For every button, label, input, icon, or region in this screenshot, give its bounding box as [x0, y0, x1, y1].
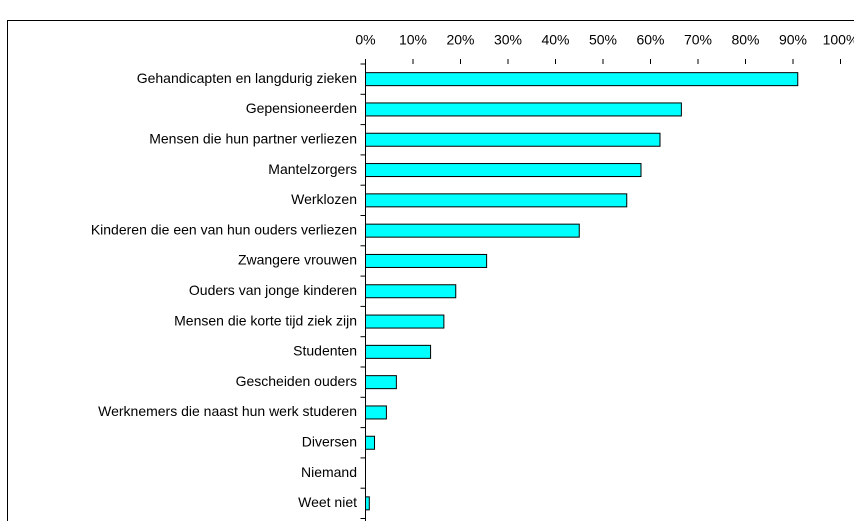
x-tick-label: 10% [399, 32, 427, 48]
y-tick-label: Gehandicapten en langdurig zieken [137, 70, 357, 86]
bar [365, 344, 432, 359]
bar [365, 253, 488, 268]
x-tick-label: 20% [446, 32, 474, 48]
y-tick-label: Studenten [293, 343, 357, 359]
y-tick-label: Ouders van jonge kinderen [189, 282, 357, 298]
y-tick-label: Mensen die hun partner verliezen [149, 130, 357, 146]
x-tick-label: 0% [355, 32, 375, 48]
x-tick-label: 60% [636, 32, 664, 48]
y-tick-label: Kinderen die een van hun ouders verlieze… [91, 221, 357, 237]
x-tick-label: 50% [589, 32, 617, 48]
bar [365, 223, 580, 238]
bar [365, 72, 799, 87]
y-tick-label: Mantelzorgers [268, 161, 357, 177]
bar [365, 375, 397, 390]
bar [365, 193, 628, 208]
y-tick-label: Mensen die korte tijd ziek zijn [174, 312, 357, 328]
y-tick-label: Niemand [301, 464, 357, 480]
x-tick-label: 90% [779, 32, 807, 48]
y-tick-label: Zwangere vrouwen [238, 252, 357, 268]
bar [365, 102, 682, 117]
x-tick-label: 80% [731, 32, 759, 48]
bar [365, 405, 387, 420]
bar [365, 314, 445, 329]
y-tick-label: Gepensioneerden [246, 100, 357, 116]
x-tick-label: 40% [541, 32, 569, 48]
x-tick-label: 70% [684, 32, 712, 48]
x-tick-label: 30% [494, 32, 522, 48]
y-tick-label: Gescheiden ouders [236, 373, 357, 389]
y-tick-label: Werklozen [291, 191, 357, 207]
chart-border [7, 20, 854, 521]
bar [365, 496, 370, 511]
bar [365, 284, 457, 299]
bar [365, 435, 376, 450]
bar [365, 132, 661, 147]
y-tick-label: Diversen [302, 433, 357, 449]
bar [365, 163, 642, 178]
y-tick-label: Weet niet [298, 494, 357, 510]
x-tick-label: 100% [823, 32, 854, 48]
y-tick-label: Werknemers die naast hun werk studeren [98, 403, 357, 419]
